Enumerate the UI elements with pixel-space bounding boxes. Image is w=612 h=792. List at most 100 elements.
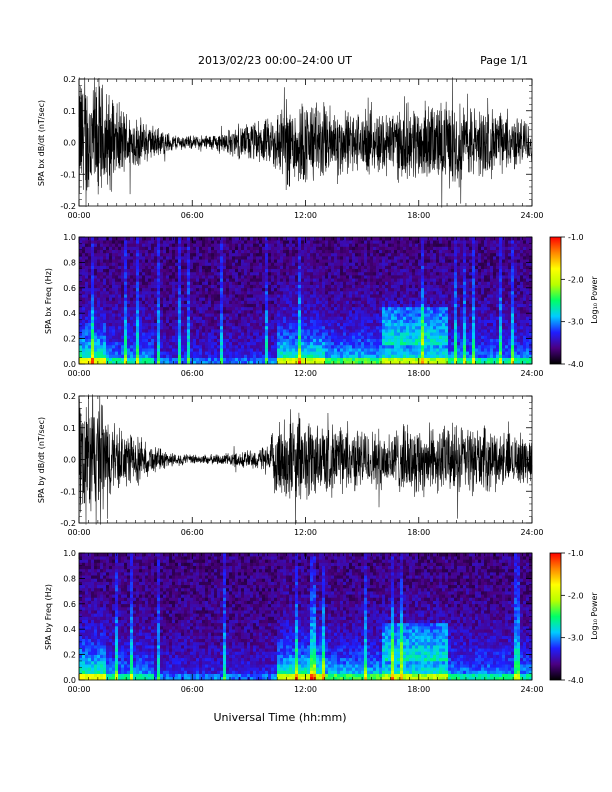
spectrogram-cell bbox=[319, 290, 323, 295]
spectrogram-cell bbox=[217, 303, 221, 308]
spectrogram-cell bbox=[238, 246, 242, 250]
spectrogram-cell bbox=[160, 332, 164, 336]
spectrogram-cell bbox=[295, 354, 299, 358]
spectrogram-cell bbox=[259, 360, 263, 365]
spectrogram-cell bbox=[436, 297, 440, 301]
spectrogram-cell bbox=[208, 275, 212, 279]
spectrogram-cell bbox=[247, 259, 251, 263]
spectrogram-cell bbox=[148, 300, 152, 304]
spectrogram-cell bbox=[298, 300, 302, 304]
spectrogram-cell bbox=[94, 325, 98, 330]
spectrogram-cell bbox=[259, 278, 263, 282]
spectrogram-cell bbox=[130, 294, 134, 298]
spectrogram-cell bbox=[316, 332, 320, 336]
spectrogram-cell bbox=[325, 310, 329, 314]
spectrogram-cell bbox=[118, 237, 122, 241]
spectrogram-cell bbox=[151, 237, 155, 241]
spectrogram-cell bbox=[328, 329, 332, 333]
spectrogram-cell bbox=[106, 329, 110, 333]
spectrogram-cell bbox=[421, 319, 425, 324]
spectrogram-cell bbox=[187, 256, 191, 260]
spectrogram-cell bbox=[304, 344, 308, 349]
spectrogram-cell bbox=[391, 360, 395, 365]
spectrogram-cell bbox=[265, 313, 269, 317]
spectrogram-cell bbox=[307, 310, 311, 314]
spectrogram-cell bbox=[211, 275, 215, 279]
spectrogram-cell bbox=[256, 325, 260, 330]
spectrogram-cell bbox=[274, 262, 278, 266]
spectrogram-cell bbox=[193, 237, 197, 241]
spectrogram-cell bbox=[313, 294, 317, 298]
spectrogram-cell bbox=[226, 338, 230, 343]
spectrogram-cell bbox=[361, 256, 365, 260]
spectrogram-cell bbox=[403, 306, 407, 311]
spectrogram-cell bbox=[202, 306, 206, 311]
spectrogram-cell bbox=[394, 246, 398, 250]
spectrogram-cell bbox=[424, 246, 428, 250]
spectrogram-cell bbox=[379, 262, 383, 266]
spectrogram-cell bbox=[337, 262, 341, 266]
spectrogram-cell bbox=[364, 243, 368, 247]
spectrogram-cell bbox=[283, 310, 287, 314]
spectrogram-cell bbox=[352, 243, 356, 247]
spectrogram-cell bbox=[202, 341, 206, 346]
spectrogram-cell bbox=[193, 281, 197, 285]
spectrogram-cell bbox=[250, 271, 254, 276]
spectrogram-cell bbox=[313, 313, 317, 317]
spectrogram-cell bbox=[388, 265, 392, 270]
spectrogram-cell bbox=[298, 281, 302, 285]
spectrogram-cell bbox=[169, 249, 173, 254]
spectrogram-cell bbox=[160, 357, 164, 362]
spectrogram-cell bbox=[181, 246, 185, 250]
spectrogram-cell bbox=[115, 310, 119, 314]
spectrogram-cell bbox=[91, 357, 95, 362]
spectrogram-cell bbox=[430, 313, 434, 317]
spectrogram-cell bbox=[313, 322, 317, 327]
spectrogram-cell bbox=[325, 268, 329, 273]
spectrogram-cell bbox=[175, 262, 179, 266]
spectrogram-cell bbox=[124, 287, 128, 292]
spectrogram-cell bbox=[271, 338, 275, 343]
spectrogram-cell bbox=[166, 275, 170, 279]
spectrogram-cell bbox=[184, 259, 188, 263]
spectrogram-cell bbox=[343, 348, 347, 352]
spectrogram-cell bbox=[130, 316, 134, 320]
spectrogram-cell bbox=[382, 284, 386, 289]
spectrogram-cell bbox=[262, 300, 266, 304]
spectrogram-cell bbox=[289, 338, 293, 343]
spectrogram-cell bbox=[121, 275, 125, 279]
spectrogram-cell bbox=[199, 246, 203, 250]
spectrogram-cell bbox=[217, 338, 221, 343]
spectrogram-cell bbox=[421, 310, 425, 314]
spectrogram-cell bbox=[85, 246, 89, 250]
spectrogram-cell bbox=[196, 268, 200, 273]
spectrogram-cell bbox=[130, 313, 134, 317]
spectrogram-cell bbox=[292, 268, 296, 273]
spectrogram-cell bbox=[220, 338, 224, 343]
spectrogram-cell bbox=[337, 322, 341, 327]
spectrogram-cell bbox=[433, 313, 437, 317]
spectrogram-cell bbox=[82, 306, 86, 311]
spectrogram-cell bbox=[124, 357, 128, 362]
spectrogram-cell bbox=[250, 338, 254, 343]
spectrogram-cell bbox=[370, 246, 374, 250]
spectrogram-cell bbox=[292, 281, 296, 285]
spectrogram-cell bbox=[259, 329, 263, 333]
spectrogram-cell bbox=[139, 313, 143, 317]
spectrogram-cell bbox=[406, 265, 410, 270]
spectrogram-cell bbox=[151, 252, 155, 257]
spectrogram-cell bbox=[439, 313, 443, 317]
spectrogram-cell bbox=[274, 297, 278, 301]
spectrogram-cell bbox=[136, 354, 140, 358]
spectrogram-cell bbox=[220, 256, 224, 260]
spectrogram-cell bbox=[82, 335, 86, 339]
spectrogram-cell bbox=[124, 246, 128, 250]
spectrogram-cell bbox=[235, 278, 239, 282]
spectrogram-cell bbox=[328, 265, 332, 270]
spectrogram-cell bbox=[241, 322, 245, 327]
spectrogram-cell bbox=[169, 246, 173, 250]
spectrogram-cell bbox=[340, 290, 344, 295]
spectrogram-cell bbox=[433, 237, 437, 241]
spectrogram-cell bbox=[172, 348, 176, 352]
spectrogram-cell bbox=[331, 278, 335, 282]
